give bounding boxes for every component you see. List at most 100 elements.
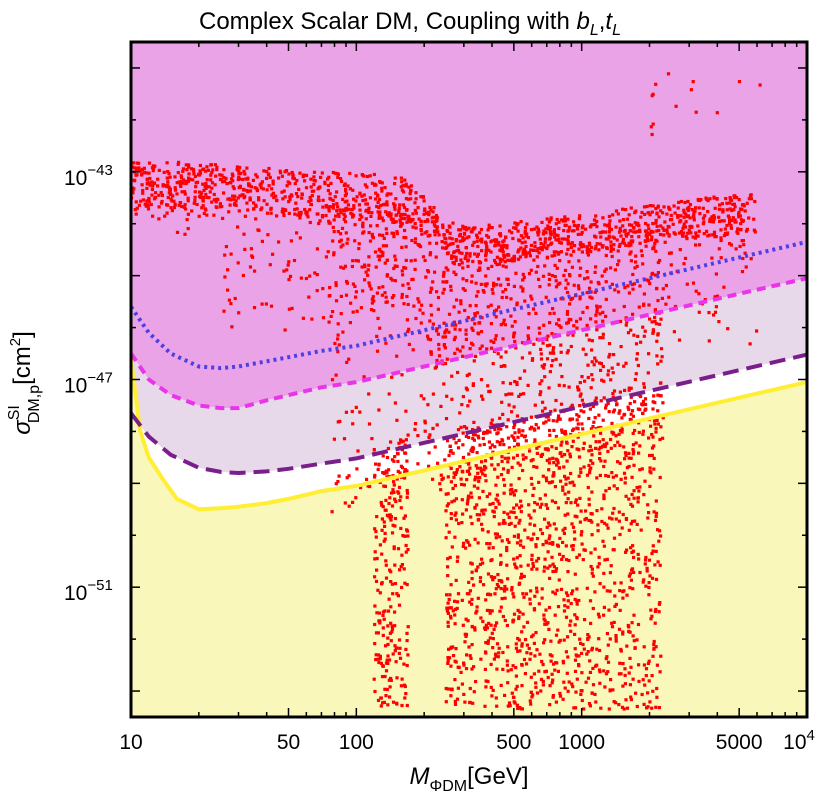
data-point <box>635 264 639 268</box>
data-point <box>452 270 456 274</box>
data-point <box>583 379 587 383</box>
data-point <box>416 462 420 466</box>
data-point <box>360 215 364 219</box>
data-point <box>455 559 459 563</box>
data-point <box>377 660 381 665</box>
data-point <box>561 488 565 492</box>
neutrino-floor-region <box>131 358 807 717</box>
data-point <box>230 172 234 176</box>
data-point <box>583 618 587 622</box>
data-point <box>490 456 494 460</box>
data-point <box>509 314 513 318</box>
data-point <box>566 349 570 353</box>
data-point <box>434 219 438 223</box>
data-point <box>658 322 662 326</box>
data-point <box>403 696 407 700</box>
data-point <box>265 169 269 174</box>
data-point <box>506 460 510 464</box>
data-point <box>388 334 392 338</box>
data-point <box>489 322 493 326</box>
data-point <box>178 183 182 187</box>
data-point <box>456 592 461 596</box>
data-point <box>353 239 357 243</box>
data-point <box>753 199 757 204</box>
data-point <box>401 184 405 188</box>
data-point <box>336 350 340 354</box>
data-point <box>453 483 457 488</box>
data-point <box>558 536 562 540</box>
data-point <box>630 409 635 413</box>
data-point <box>621 662 625 666</box>
data-point <box>456 686 460 690</box>
data-point <box>512 612 517 616</box>
data-point <box>147 171 151 175</box>
data-point <box>502 518 506 523</box>
data-point <box>540 364 544 368</box>
data-point <box>201 204 205 208</box>
data-point <box>476 596 480 600</box>
data-point <box>392 545 396 549</box>
data-point <box>618 461 622 465</box>
data-point <box>451 451 455 455</box>
data-point <box>641 399 646 403</box>
data-point <box>437 342 441 347</box>
data-point <box>656 333 660 337</box>
data-point <box>565 252 569 256</box>
data-point <box>465 502 469 506</box>
data-point <box>344 293 349 297</box>
data-point <box>646 516 650 520</box>
data-point <box>632 225 636 230</box>
data-point <box>558 417 562 421</box>
data-point <box>370 181 374 185</box>
data-point <box>362 193 366 197</box>
data-point <box>293 207 297 212</box>
data-point <box>459 477 463 481</box>
data-point <box>243 214 247 218</box>
data-point <box>268 263 272 267</box>
data-point <box>598 312 602 316</box>
data-point <box>545 338 549 342</box>
data-point <box>566 593 570 597</box>
data-point <box>512 436 516 440</box>
data-point <box>202 211 206 216</box>
data-point <box>222 168 226 172</box>
data-point <box>646 371 650 375</box>
data-point <box>486 228 490 232</box>
data-point <box>529 589 533 593</box>
data-point <box>289 239 293 243</box>
data-point <box>143 202 147 206</box>
data-point <box>628 252 632 256</box>
data-point <box>570 544 574 548</box>
data-point <box>304 173 309 177</box>
data-point <box>257 198 261 202</box>
data-point <box>549 242 553 246</box>
data-point <box>384 300 388 304</box>
data-point <box>539 528 543 532</box>
data-point <box>489 250 493 254</box>
data-point <box>599 425 603 430</box>
data-point <box>345 241 349 245</box>
data-point <box>544 503 548 507</box>
data-point <box>242 232 246 236</box>
data-point <box>608 589 612 593</box>
data-point <box>647 581 651 585</box>
data-point <box>684 220 688 224</box>
data-point <box>377 258 381 262</box>
data-point <box>569 619 573 623</box>
data-point <box>562 638 566 642</box>
data-point <box>545 357 550 361</box>
data-point <box>376 316 380 320</box>
data-point <box>544 415 548 419</box>
data-point <box>543 638 547 642</box>
data-point <box>280 210 284 214</box>
data-point <box>687 228 691 232</box>
data-point <box>336 205 340 209</box>
data-point <box>447 330 451 334</box>
data-point <box>619 672 623 676</box>
data-point <box>405 208 409 212</box>
data-point <box>493 445 497 449</box>
data-point <box>383 261 387 265</box>
data-point <box>614 474 618 478</box>
data-point <box>253 186 257 190</box>
data-point <box>460 251 464 255</box>
